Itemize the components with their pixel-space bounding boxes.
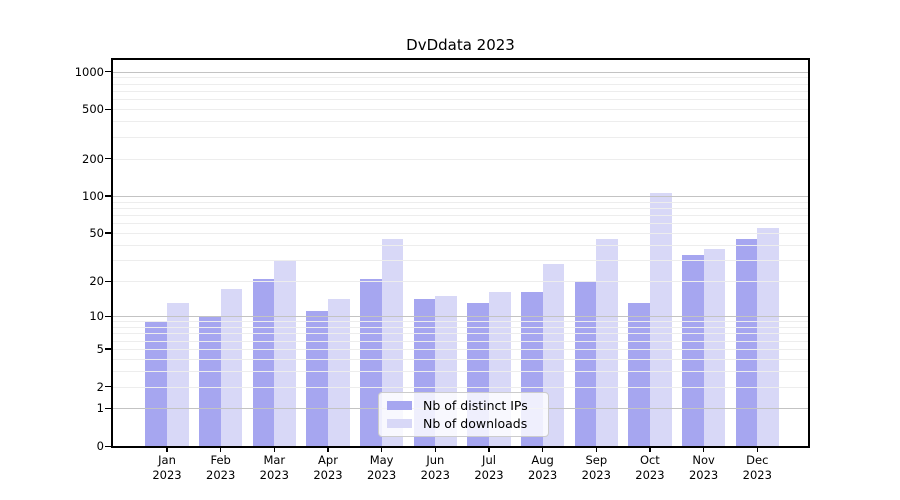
legend-entry-distinct-ips: Nb of distinct IPs xyxy=(387,398,540,413)
y-tick-label: 1 xyxy=(96,401,104,416)
y-tick-label: 100 xyxy=(82,188,104,203)
y-tick-mark xyxy=(105,280,111,282)
y-tick-label: 20 xyxy=(89,274,104,288)
bar-downloads xyxy=(596,238,618,446)
x-tick-mark xyxy=(327,446,329,452)
y-tick-label: 2 xyxy=(96,379,104,394)
x-tick-label: Jun 2023 xyxy=(420,453,450,482)
x-tick-label: Aug 2023 xyxy=(527,453,558,482)
y-tick-mark xyxy=(105,445,111,447)
bar-distinct-ips xyxy=(628,303,650,446)
bar-distinct-ips xyxy=(145,321,167,446)
y-tick-mark xyxy=(105,232,111,234)
x-tick-label: Jul 2023 xyxy=(474,453,504,482)
x-tick-mark xyxy=(434,446,437,452)
x-tick-mark xyxy=(649,446,651,452)
y-tick-label: 200 xyxy=(82,151,104,166)
x-tick-mark xyxy=(756,446,759,452)
y-tick-mark xyxy=(105,71,111,73)
x-tick-label: Dec 2023 xyxy=(742,453,772,482)
y-tick-mark xyxy=(105,195,111,197)
y-tick-mark xyxy=(105,386,111,388)
x-tick-label: Oct 2023 xyxy=(635,453,665,482)
bar-distinct-ips xyxy=(359,278,382,446)
bar-downloads xyxy=(703,248,726,446)
x-tick-label: Jan 2023 xyxy=(152,453,182,482)
bar-downloads xyxy=(757,227,779,446)
y-tick-label: 0 xyxy=(96,439,104,453)
bar-downloads xyxy=(167,303,189,446)
x-tick-mark xyxy=(703,446,705,452)
y-tick-label: 50 xyxy=(89,225,104,240)
bar-distinct-ips xyxy=(735,238,758,446)
y-tick-label: 500 xyxy=(82,102,104,117)
y-tick-label: 1000 xyxy=(74,64,104,79)
legend-entry-downloads: Nb of downloads xyxy=(387,416,540,431)
y-tick-label: 5 xyxy=(96,341,104,356)
chart-title: DvDdata 2023 xyxy=(406,36,515,54)
bar-distinct-ips xyxy=(681,254,704,446)
x-tick-label: Mar 2023 xyxy=(259,453,289,482)
bar-distinct-ips xyxy=(574,281,597,446)
x-tick-mark xyxy=(220,446,222,452)
plot-area xyxy=(111,58,810,448)
x-tick-mark xyxy=(488,446,490,452)
legend-label-distinct-ips: Nb of distinct IPs xyxy=(423,398,528,413)
x-tick-mark xyxy=(166,446,168,452)
y-tick-label: 10 xyxy=(89,309,104,323)
x-tick-label: May 2023 xyxy=(366,453,397,482)
x-tick-mark xyxy=(273,446,276,452)
bar-distinct-ips xyxy=(306,311,328,446)
x-tick-mark xyxy=(542,446,544,452)
bar-downloads xyxy=(274,259,296,446)
bar-distinct-ips xyxy=(199,316,221,446)
bar-downloads xyxy=(328,299,350,446)
x-tick-mark xyxy=(381,446,383,452)
y-tick-mark xyxy=(105,315,111,317)
x-tick-label: Sep 2023 xyxy=(581,453,611,482)
legend: Nb of distinct IPs Nb of downloads xyxy=(378,392,549,437)
x-tick-label: Nov 2023 xyxy=(688,453,719,482)
x-tick-mark xyxy=(595,446,598,452)
bar-downloads xyxy=(220,289,243,446)
y-tick-mark xyxy=(105,158,111,160)
y-tick-mark xyxy=(105,348,111,350)
bars-layer xyxy=(113,60,808,446)
legend-swatch-distinct-ips xyxy=(387,401,412,410)
y-tick-mark xyxy=(105,108,111,110)
x-tick-label: Apr 2023 xyxy=(313,453,343,482)
bar-downloads xyxy=(649,193,672,446)
y-tick-mark xyxy=(105,407,111,410)
legend-swatch-downloads xyxy=(387,419,412,428)
bar-distinct-ips xyxy=(252,278,275,446)
x-tick-label: Feb 2023 xyxy=(206,453,236,482)
legend-label-downloads: Nb of downloads xyxy=(423,416,528,431)
